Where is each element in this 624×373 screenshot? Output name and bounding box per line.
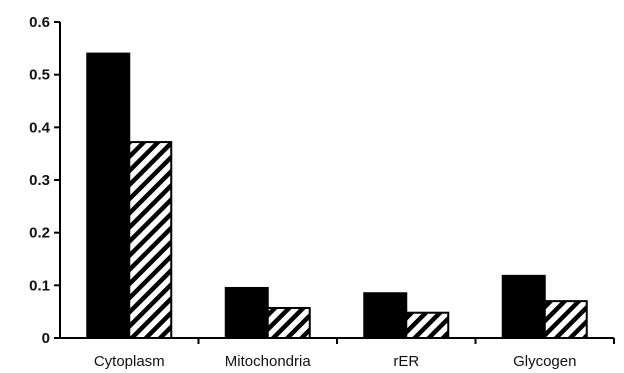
y-tick-label: 0.4	[29, 119, 51, 136]
y-tick-label: 0.1	[29, 277, 50, 294]
bar-hatched	[405, 311, 450, 340]
x-category-label: rER	[393, 353, 419, 370]
bar-solid	[224, 286, 269, 340]
bar-hatched	[128, 141, 173, 339]
bars	[86, 52, 588, 340]
bar-solid	[501, 274, 546, 339]
bar-hatched	[543, 300, 588, 339]
y-tick-label: 0	[42, 330, 50, 347]
bar-hatched	[266, 306, 311, 340]
y-tick-label: 0.3	[29, 172, 50, 189]
y-tick-label: 0.6	[29, 14, 50, 31]
y-tick-label: 0.2	[29, 225, 50, 242]
x-category-label: Cytoplasm	[94, 353, 165, 370]
axis-labels: 0 0.1 0.2 0.3 0.4 0.5 0.6 Cytoplasm Mitochondria…	[29, 14, 576, 370]
y-tick-label: 0.5	[29, 67, 50, 84]
bar-solid	[86, 52, 131, 339]
x-category-label: Glycogen	[513, 353, 576, 370]
x-category-label: Mitochondria	[225, 353, 312, 370]
bar-solid	[363, 292, 408, 340]
